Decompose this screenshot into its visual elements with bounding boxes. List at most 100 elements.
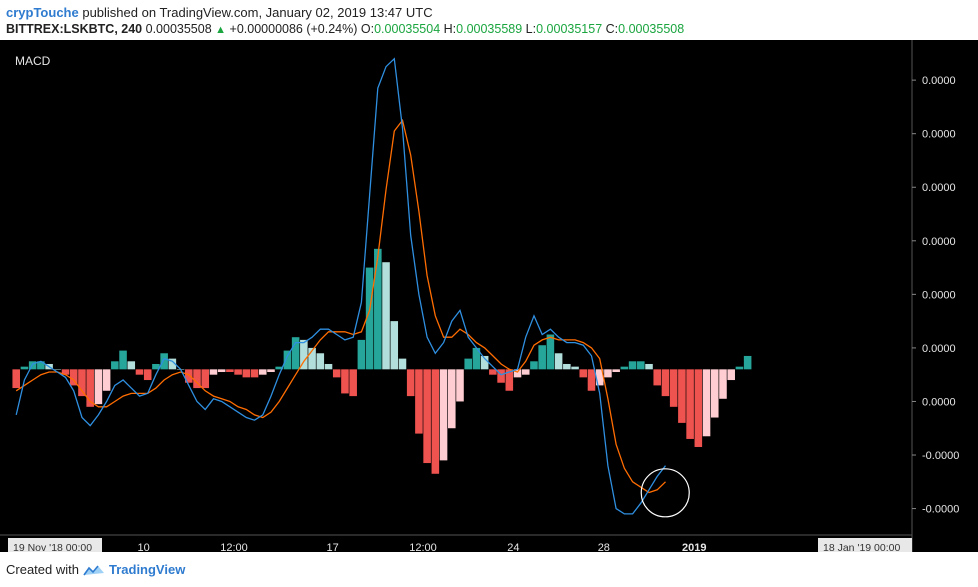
histogram-bar [546,334,555,370]
histogram-bar [332,369,341,378]
y-tick-label: 0.0000 [922,289,956,301]
histogram-bar [168,358,177,370]
histogram-bar [217,369,226,373]
x-tick-label: 18 Jan '19 00:00 [823,542,900,552]
histogram-bar [735,366,744,370]
histogram-bar [12,369,20,389]
histogram-bar [242,369,251,378]
histogram-bar [415,369,423,434]
histogram-bar [579,369,588,378]
histogram-bar [283,350,292,370]
histogram-bar [645,363,653,370]
histogram-bar [390,321,399,370]
histogram-bar [119,350,127,370]
macd-chart[interactable]: 0.0000 0.0000 0.0000 0.0000 0.0000 0.0000 0.00… [0,40,978,552]
histogram-bar [267,369,275,373]
close-value: 0.00035508 [618,22,685,36]
histogram-bar [275,366,283,370]
histogram-bar [497,369,505,383]
publish-line: crypTouche published on TradingView.com,… [6,5,433,20]
y-tick-label: 0.0000 [922,396,956,408]
created-with-text: Created with [6,562,79,577]
x-tick-label: 2019 [682,542,706,552]
y-tick-label: -0.0000 [922,450,959,462]
time-label-box [818,538,912,552]
annotation-circle[interactable] [640,468,690,518]
x-tick-label: 12:00 [409,542,437,552]
histogram-bar [193,369,201,389]
y-tick-label: 0.0000 [922,129,956,141]
symbol-name: BITTREX:LSKBTC, 240 [6,22,143,36]
tradingview-logo-icon [83,564,104,575]
high-value: 0.00035589 [456,22,523,36]
histogram-bar [160,353,168,370]
up-arrow-icon: ▲ [215,24,227,36]
histogram-bar [102,369,111,391]
histogram-bar [719,369,727,399]
y-tick-label: 0.0000 [922,236,956,248]
histogram-bar [324,363,333,370]
histogram-bar [727,369,735,381]
close-label: C: [605,22,619,36]
histogram-bar [587,369,596,391]
price-change: +0.00000086 (+0.24%) [229,22,358,36]
histogram-bar [382,262,390,370]
histogram-bar [604,369,612,378]
y-tick-label: 0.0000 [922,75,956,87]
histogram-bar [530,361,538,370]
histogram-bar [571,366,579,370]
high-label: H: [443,22,457,36]
histogram-bar [374,248,382,370]
y-tick-label: 0.0000 [922,182,956,194]
histogram-bar [423,369,431,464]
histogram-bar [234,369,242,375]
histogram-bar [710,369,719,418]
histogram-bar [669,369,678,407]
histogram-bar [201,369,210,389]
x-tick-label: 12:00 [220,542,248,552]
histogram-bar [620,366,629,370]
histogram-bar [406,369,415,397]
tradingview-brand[interactable]: TradingView [108,562,186,577]
histogram-bar [678,369,686,423]
histogram-bar [398,358,407,370]
author-link[interactable]: crypTouche [6,5,79,20]
last-price: 0.00035508 [145,22,212,36]
histogram-bar [341,369,349,394]
histogram-bar [456,369,464,402]
histogram-bar [563,363,571,370]
histogram-bar [686,369,694,439]
histogram-bar [111,361,119,370]
low-label: L: [525,22,537,36]
indicator-title: MACD [15,54,51,68]
x-tick-label: 24 [507,542,519,552]
histogram-bar [209,369,218,375]
histogram-bar [20,366,29,370]
histogram-bar [637,361,645,370]
y-tick-label: 0.0000 [922,343,956,355]
histogram-bar [464,358,472,370]
histogram-bar [743,355,752,370]
histogram-bar [489,369,497,375]
macd-line [15,57,667,515]
histogram-bar [78,369,86,397]
histogram-bar [61,369,70,375]
open-value: 0.00035504 [374,22,441,36]
histogram-bar [521,369,530,375]
histogram-bar [37,361,45,370]
histogram-bar [316,353,325,370]
histogram-bar [291,337,300,370]
histogram-bar [152,363,160,370]
time-label-box [8,538,102,552]
open-label: O: [360,22,375,36]
histogram-bar [86,369,94,407]
histogram-bar [143,369,152,381]
histogram-bar [53,369,62,370]
histogram-bar [250,369,259,378]
x-tick-label: 10 [137,542,149,552]
histogram-bar [185,369,193,383]
histogram-bar [439,369,448,461]
histogram-bar [472,347,481,370]
publish-info: published on TradingView.com, January 02… [82,5,433,20]
histogram-bar [300,339,308,370]
